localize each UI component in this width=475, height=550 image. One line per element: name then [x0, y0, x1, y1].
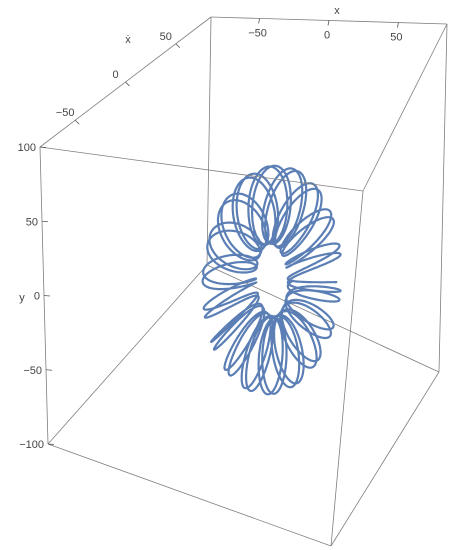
- x-tick-label: 50: [390, 32, 402, 44]
- y-tick-label: 50: [26, 216, 38, 228]
- curve-layer: [201, 164, 342, 396]
- x-tick-mark: [327, 20, 330, 26]
- box-edge-front: [330, 371, 440, 547]
- xdot-tick-label: 0: [112, 69, 118, 81]
- x-tick-mark: [397, 22, 399, 28]
- y-tick-label: 0: [34, 291, 40, 303]
- torus-curve: [201, 164, 342, 396]
- xdot-tick-mark: [74, 119, 80, 125]
- box-edge-front: [330, 190, 364, 547]
- box-edge-back: [206, 16, 212, 266]
- y-tick-mark: [45, 369, 53, 371]
- x-tick-mark: [258, 18, 260, 24]
- y-tick-mark: [39, 146, 47, 148]
- y-tick-mark: [43, 295, 51, 297]
- box-edge-back: [47, 264, 208, 445]
- y-tick-mark: [47, 443, 55, 445]
- x-axis-label: x: [334, 5, 340, 17]
- box-edge-front: [39, 146, 364, 192]
- box-edge-front: [362, 23, 448, 192]
- y-tick-label: −100: [19, 439, 44, 451]
- y-tick-label: −50: [23, 365, 42, 377]
- plot-box-back: [47, 16, 440, 445]
- xdot-tick-mark: [125, 81, 130, 87]
- xdot-tick-label: 50: [160, 31, 172, 43]
- ticks-layer: −100 −50 0 50 100 −50 0 50 −50 0 50: [18, 18, 403, 451]
- y-tick-label: 100: [18, 142, 36, 154]
- box-edge-front: [438, 23, 448, 373]
- xdot-axis-label: ẋ: [125, 34, 131, 46]
- box-edge-front: [47, 443, 332, 547]
- x-tick-label: −50: [248, 27, 267, 39]
- x-tick-label: 0: [324, 30, 330, 42]
- y-axis-label: y: [19, 292, 25, 304]
- xdot-tick-mark: [175, 43, 181, 49]
- y-tick-mark: [41, 220, 49, 223]
- xdot-tick-label: −50: [56, 107, 75, 119]
